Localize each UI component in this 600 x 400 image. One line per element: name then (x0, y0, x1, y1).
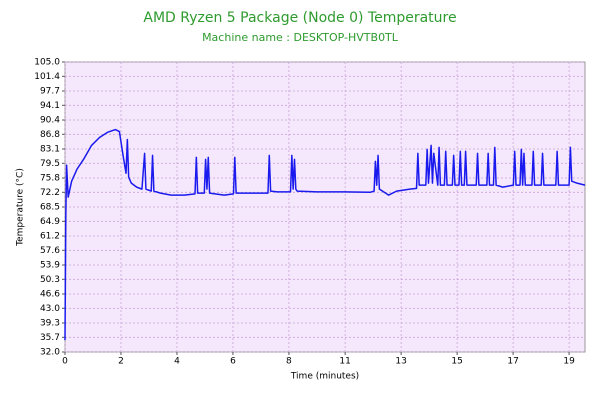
y-tick-label: 68.5 (40, 203, 60, 213)
y-tick-label: 61.2 (40, 232, 60, 242)
x-tick-label: 4 (174, 357, 180, 367)
y-tick-label: 32.0 (40, 348, 60, 358)
y-tick-label: 46.6 (40, 290, 60, 300)
chart-subtitle: Machine name : DESKTOP-HVTB0TL (202, 31, 399, 44)
y-tick-label: 53.9 (40, 261, 60, 271)
y-axis-label: Temperature (°C) (16, 168, 26, 247)
y-tick-label: 86.8 (40, 130, 60, 140)
y-tick-label: 90.4 (40, 116, 60, 126)
y-tick-label: 79.5 (40, 159, 60, 169)
x-tick-label: 15 (451, 357, 462, 367)
x-tick-label: 6 (230, 357, 236, 367)
x-tick-label: 11 (339, 357, 350, 367)
y-tick-label: 75.8 (40, 174, 60, 184)
y-tick-label: 50.3 (40, 275, 60, 285)
y-tick-label: 57.6 (40, 246, 60, 256)
y-tick-label: 97.7 (40, 87, 60, 97)
x-tick-label: 19 (563, 357, 575, 367)
x-tick-label: 8 (286, 357, 292, 367)
y-tick-label: 105.0 (34, 58, 60, 68)
y-tick-label: 43.0 (40, 304, 60, 314)
y-tick-label: 35.7 (40, 333, 60, 343)
x-tick-label: 0 (62, 357, 68, 367)
y-tick-label: 72.2 (40, 188, 60, 198)
x-tick-label: 17 (507, 357, 518, 367)
x-tick-label: 2 (118, 357, 124, 367)
y-tick-label: 101.4 (34, 72, 60, 82)
x-tick-label: 13 (395, 357, 406, 367)
chart-title: AMD Ryzen 5 Package (Node 0) Temperature (143, 10, 456, 26)
y-tick-label: 39.3 (40, 319, 60, 329)
y-tick-label: 83.1 (40, 145, 60, 155)
temperature-line (64, 128, 586, 341)
y-tick-label: 94.1 (40, 101, 60, 111)
x-axis-label: Time (minutes) (290, 372, 359, 382)
y-tick-label: 64.9 (40, 217, 60, 227)
